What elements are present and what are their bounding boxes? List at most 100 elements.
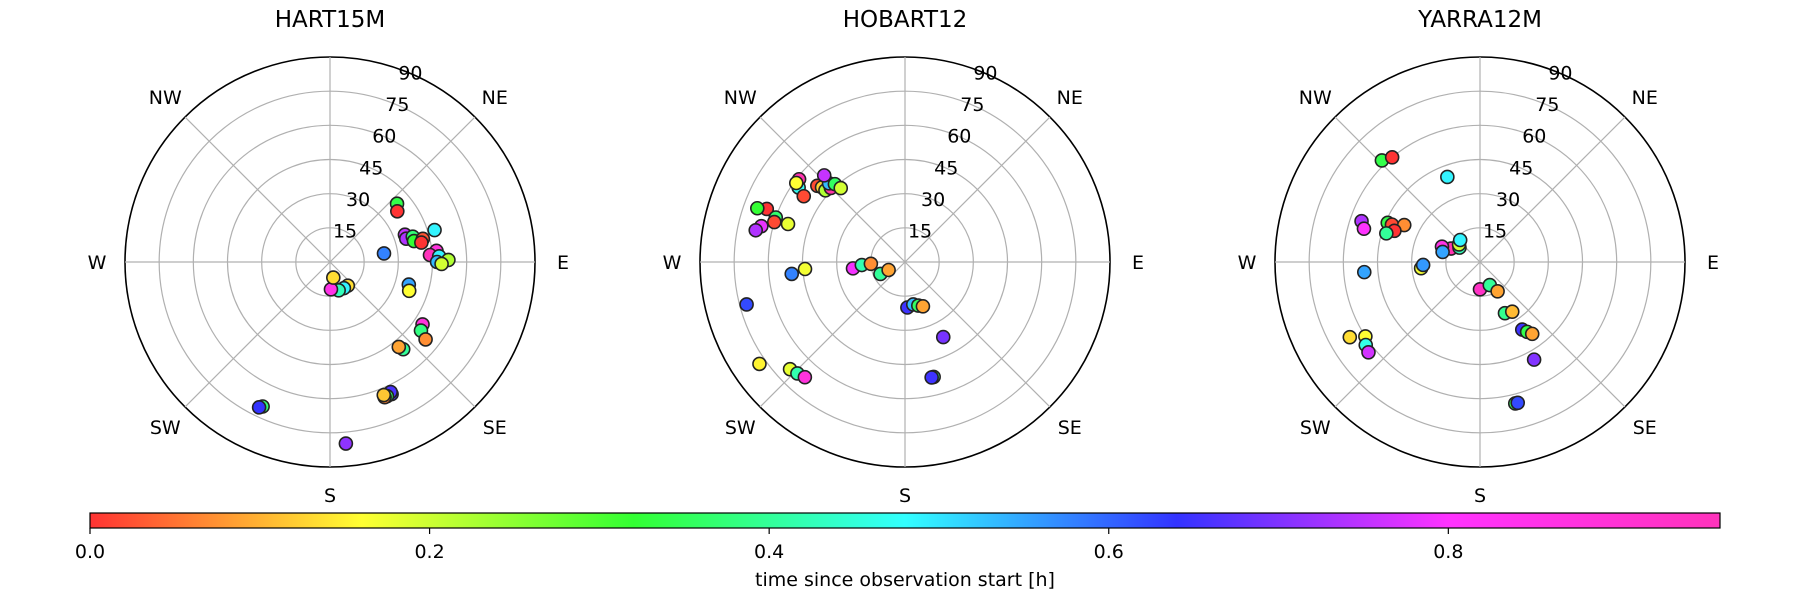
colorbar-tick-label: 0.0 xyxy=(75,541,105,563)
data-point xyxy=(924,370,939,385)
direction-label-sw: SW xyxy=(1300,417,1331,439)
direction-label-e: E xyxy=(557,252,569,274)
data-point xyxy=(788,175,804,191)
direction-label-e: E xyxy=(1132,252,1144,274)
radial-tick-label: 15 xyxy=(1483,220,1507,242)
data-point xyxy=(752,356,767,372)
grid-spoke xyxy=(904,116,1051,263)
data-point xyxy=(1490,283,1505,299)
data-point xyxy=(935,329,951,345)
radial-tick-label: 30 xyxy=(1496,189,1520,211)
direction-label-se: SE xyxy=(1058,417,1082,439)
direction-label-w: W xyxy=(663,252,682,274)
data-point xyxy=(391,339,407,355)
radial-tick-label: 30 xyxy=(346,189,370,211)
colorbar-tick-label: 0.4 xyxy=(754,541,784,563)
direction-label-nw: NW xyxy=(149,87,182,109)
chart-title: YARRA12M xyxy=(1417,7,1542,33)
data-point xyxy=(750,200,765,216)
direction-label-sw: SW xyxy=(150,417,181,439)
direction-label-se: SE xyxy=(483,417,507,439)
direction-label-ne: NE xyxy=(482,87,508,109)
data-point xyxy=(784,266,800,282)
colorbar-gradient xyxy=(89,512,1721,529)
radial-tick-label: 90 xyxy=(973,63,997,85)
data-point xyxy=(414,235,429,250)
radial-tick-label: 15 xyxy=(908,220,932,242)
data-point xyxy=(767,214,782,230)
data-point xyxy=(418,332,433,347)
data-point xyxy=(338,436,354,451)
polar-panel-yarra12m: YARRA12M 15 30 45 60 75 90 NE E SE S SW W NW xyxy=(1238,7,1719,507)
colorbar-label: time since observation start [h] xyxy=(755,569,1055,591)
grid-spoke xyxy=(1334,261,1481,408)
radial-tick-label: 45 xyxy=(359,157,383,179)
radial-tick-label: 60 xyxy=(372,126,396,148)
data-point xyxy=(1452,232,1468,248)
data-point xyxy=(1356,264,1372,280)
data-point xyxy=(816,168,832,183)
data-point xyxy=(1440,169,1455,185)
radial-tick-label: 90 xyxy=(398,63,422,85)
data-point xyxy=(401,283,417,299)
data-point xyxy=(1524,326,1540,342)
colorbar-tick-label: 0.6 xyxy=(1094,541,1124,563)
data-point xyxy=(739,297,754,312)
radial-tick-label: 90 xyxy=(1548,63,1572,85)
grid-spoke xyxy=(904,261,1051,408)
data-point xyxy=(915,299,931,314)
colorbar-tick-label: 0.2 xyxy=(414,541,444,563)
grid-spoke xyxy=(1479,116,1626,263)
radial-tick-label: 75 xyxy=(1535,94,1559,116)
data-point xyxy=(434,256,449,272)
data-point xyxy=(1356,221,1372,237)
data-point xyxy=(376,387,392,403)
direction-label-ne: NE xyxy=(1632,87,1658,109)
radial-tick-label: 60 xyxy=(947,126,971,148)
data-point xyxy=(1361,345,1376,360)
polar-panel-hobart12: HOBART12 15 30 45 60 75 90 NE E SE S SW W NW xyxy=(663,7,1144,507)
data-point xyxy=(796,188,812,204)
data-point xyxy=(780,216,796,232)
direction-label-sw: SW xyxy=(725,417,756,439)
radial-tick-label: 45 xyxy=(1509,157,1533,179)
data-point xyxy=(833,180,849,196)
chart-title: HOBART12 xyxy=(843,7,968,33)
data-point xyxy=(1504,304,1520,319)
data-point xyxy=(863,256,879,272)
data-point xyxy=(1526,352,1542,367)
data-point xyxy=(1342,329,1358,345)
grid-spoke xyxy=(759,261,906,408)
radial-tick-label: 45 xyxy=(934,157,958,179)
direction-label-se: SE xyxy=(1633,417,1657,439)
colorbar-ticks: 0.0 0.2 0.4 0.6 0.8 xyxy=(75,528,1463,563)
grid-spoke xyxy=(1479,261,1626,408)
data-point xyxy=(1379,226,1394,241)
data-point xyxy=(797,369,813,385)
data-point xyxy=(326,270,341,285)
direction-label-e: E xyxy=(1707,252,1719,274)
colorbar: 0.0 0.2 0.4 0.6 0.8 time since observation s… xyxy=(75,512,1721,591)
polar-panel-hart15m: HART15M 15 30 45 60 75 90 NE E SE S SW W NW xyxy=(88,7,569,507)
direction-label-ne: NE xyxy=(1057,87,1083,109)
data-point xyxy=(1435,244,1450,260)
radial-tick-label: 30 xyxy=(921,189,945,211)
grid-spoke xyxy=(184,116,331,263)
colorbar-tick-label: 0.8 xyxy=(1433,541,1463,563)
direction-label-w: W xyxy=(88,252,107,274)
data-point xyxy=(251,400,267,415)
direction-label-w: W xyxy=(1238,252,1257,274)
data-point xyxy=(390,203,405,219)
data-point xyxy=(1510,395,1526,411)
radial-tick-label: 75 xyxy=(960,94,984,116)
data-point xyxy=(427,222,442,238)
data-point xyxy=(881,262,896,278)
data-point xyxy=(797,261,813,277)
direction-label-nw: NW xyxy=(1299,87,1332,109)
data-point xyxy=(1415,257,1431,273)
data-point xyxy=(376,246,392,261)
data-point xyxy=(748,222,764,238)
grid-spoke xyxy=(184,261,331,408)
grid-spoke xyxy=(329,116,476,263)
